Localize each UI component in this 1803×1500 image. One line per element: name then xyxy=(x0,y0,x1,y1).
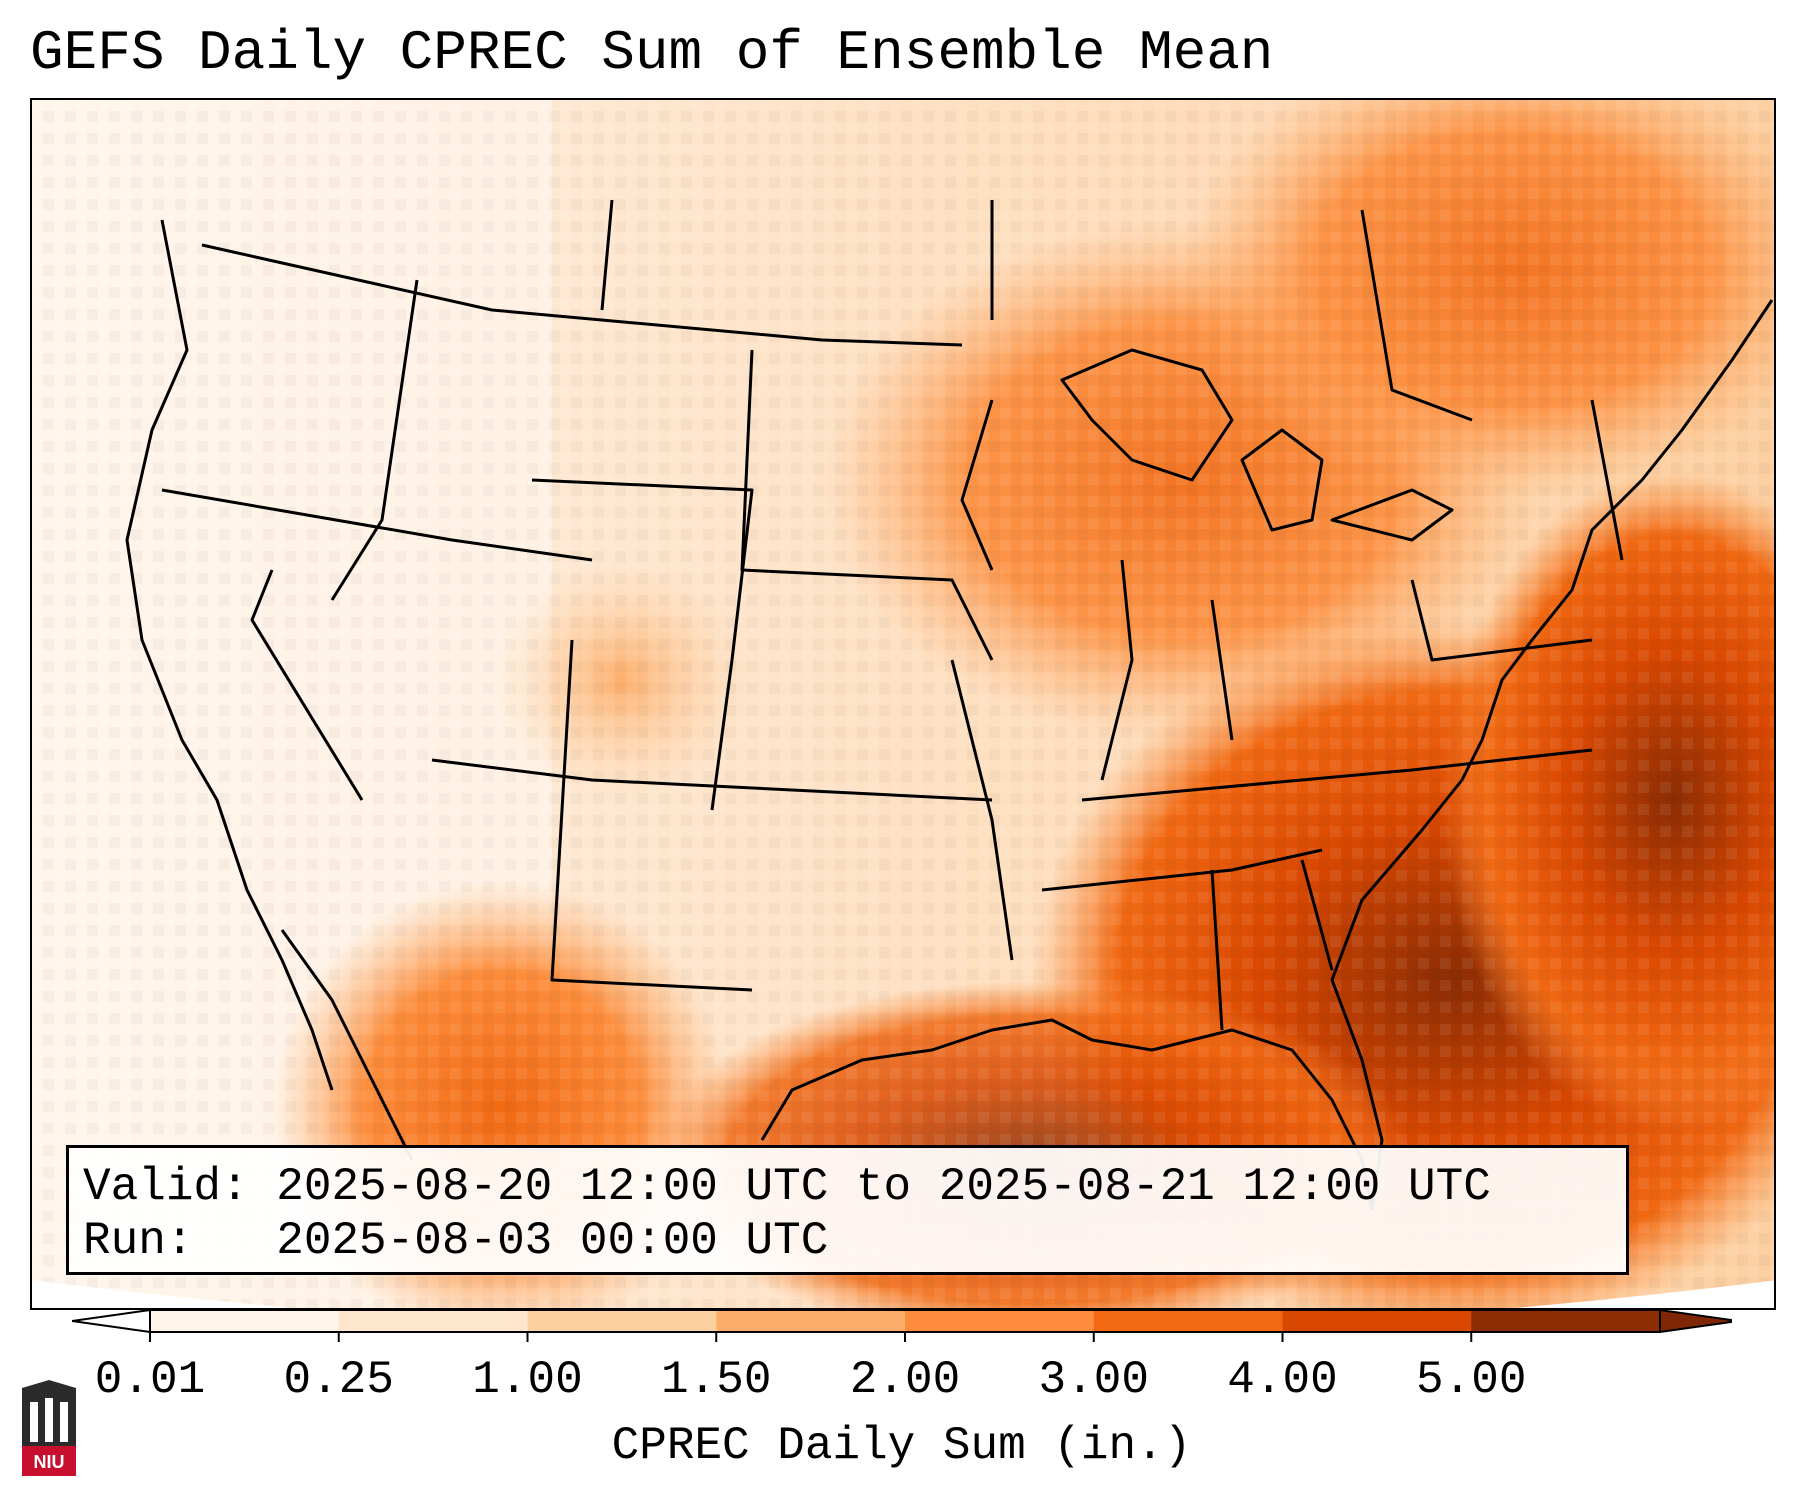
colorbar-segment xyxy=(1282,1310,1472,1332)
colorbar-segment xyxy=(905,1310,1095,1332)
precip-map xyxy=(30,98,1776,1310)
colorbar-label: CPREC Daily Sum (in.) xyxy=(611,1420,1192,1472)
colorbar-segment xyxy=(1093,1310,1283,1332)
colorbar-tick-label: 4.00 xyxy=(1227,1354,1338,1406)
colorbar-segment xyxy=(338,1310,528,1332)
colorbar-tick-label: 0.25 xyxy=(283,1354,394,1406)
niu-logo-text: NIU xyxy=(34,1452,65,1472)
chart-title: GEFS Daily CPREC Sum of Ensemble Mean xyxy=(30,21,1274,85)
colorbar-tick-label: 3.00 xyxy=(1038,1354,1149,1406)
niu-logo: NIU xyxy=(22,1380,76,1476)
colorbar-tick-label: 1.00 xyxy=(472,1354,583,1406)
colorbar-segment xyxy=(527,1310,717,1332)
colorbar-segment xyxy=(150,1310,340,1332)
valid-run-box: Valid: 2025-08-20 12:00 UTC to 2025-08-2… xyxy=(66,1145,1629,1275)
colorbar-tick-label: 5.00 xyxy=(1416,1354,1527,1406)
colorbar-segment xyxy=(1471,1310,1661,1332)
run-time-text: Run: 2025-08-03 00:00 UTC xyxy=(83,1215,829,1267)
colorbar-tick-label: 0.01 xyxy=(94,1354,206,1406)
boundaries xyxy=(125,199,1774,1211)
colorbar-over-triangle xyxy=(1659,1310,1732,1334)
colorbar-under-triangle xyxy=(72,1310,151,1334)
colorbar-segment xyxy=(716,1310,906,1332)
colorbar-tick-label: 1.50 xyxy=(661,1354,772,1406)
valid-time-text: Valid: 2025-08-20 12:00 UTC to 2025-08-2… xyxy=(83,1161,1491,1213)
colorbar xyxy=(72,1310,1732,1342)
colorbar-tick-label: 2.00 xyxy=(849,1354,961,1406)
